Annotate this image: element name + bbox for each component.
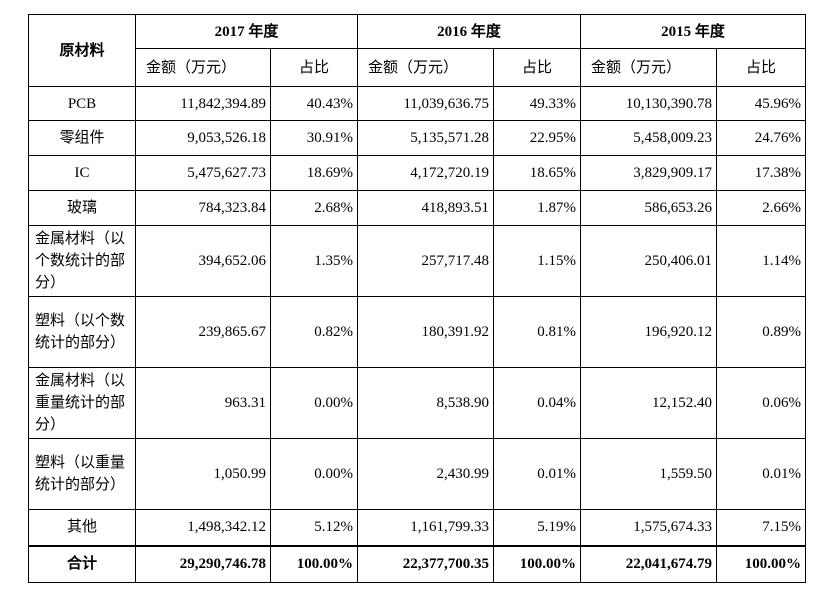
cell-value: 1.35% — [269, 225, 359, 297]
cell-value: 0.01% — [716, 438, 807, 510]
cell-value: 5,135,571.28 — [357, 120, 495, 156]
cell-value: 17.38% — [716, 155, 807, 191]
table-row: 其他 1,498,342.12 5.12% 1,161,799.33 5.19% 1,57… — [28, 509, 807, 546]
row-label: 玻璃 — [28, 190, 136, 226]
table-row: 金属材料（以个数统计的部分） 394,652.06 1.35% 257,717.48 1… — [28, 225, 807, 297]
cell-value: 1,559.50 — [580, 438, 718, 510]
table-row: IC 5,475,627.73 18.69% 4,172,720.19 18.65% 3,… — [28, 155, 807, 191]
cell-value: 0.00% — [269, 438, 359, 510]
cell-value: 5.12% — [269, 509, 359, 546]
cell-value: 0.06% — [716, 367, 807, 439]
cell-value: 1,050.99 — [135, 438, 271, 510]
table-row: 金属材料（以重量统计的部分） 963.31 0.00% 8,538.90 0.04% 12… — [28, 367, 807, 439]
row-label: PCB — [28, 86, 136, 121]
table-row: 金额（万元） 占比 金额（万元） 占比 金额（万元） 占比 — [29, 48, 807, 87]
cell-value: 418,893.51 — [357, 190, 495, 226]
cell-value: 0.82% — [269, 296, 359, 368]
cell-value: 1,575,674.33 — [580, 509, 718, 546]
cell-value: 22.95% — [493, 120, 582, 156]
cell-value: 11,842,394.89 — [135, 86, 271, 121]
cell-value: 18.69% — [269, 155, 359, 191]
total-value: 100.00% — [269, 544, 359, 583]
cell-value: 1,161,799.33 — [357, 509, 495, 546]
cell-value: 0.04% — [493, 367, 582, 439]
cell-value: 196,920.12 — [580, 296, 718, 368]
cell-value: 1,498,342.12 — [135, 509, 271, 546]
cell-value: 1.14% — [716, 225, 807, 297]
cell-value: 10,130,390.78 — [580, 86, 718, 121]
table-row: 零组件 9,053,526.18 30.91% 5,135,571.28 22.95% 5… — [28, 120, 807, 156]
cell-value: 45.96% — [716, 86, 807, 121]
cell-value: 5,458,009.23 — [580, 120, 718, 156]
row-label: 金属材料（以重量统计的部分） — [28, 367, 136, 439]
cell-value: 4,172,720.19 — [357, 155, 495, 191]
cell-value: 0.81% — [493, 296, 582, 368]
row-label: 零组件 — [28, 120, 136, 156]
cell-value: 11,039,636.75 — [357, 86, 495, 121]
year-header: 2017 年度 — [134, 14, 359, 49]
column-header: 金额（万元） — [357, 48, 495, 87]
total-value: 29,290,746.78 — [135, 544, 271, 583]
cell-value: 30.91% — [269, 120, 359, 156]
year-header: 2015 年度 — [580, 14, 807, 49]
cell-value: 1.87% — [493, 190, 582, 226]
cell-value: 586,653.26 — [580, 190, 718, 226]
column-header: 占比 — [269, 48, 359, 87]
total-value: 22,041,674.79 — [580, 544, 718, 583]
cell-value: 0.89% — [716, 296, 807, 368]
table-row: 塑料（以个数统计的部分） 239,865.67 0.82% 180,391.92 0.8… — [28, 296, 807, 368]
year-header: 2016 年度 — [357, 14, 582, 49]
material-table: 原材料 2017 年度 2016 年度 2015 年度 金额（万元） 占比 金额（万元） 占比… — [28, 14, 807, 583]
cell-value: 9,053,526.18 — [135, 120, 271, 156]
cell-value: 49.33% — [493, 86, 582, 121]
cell-value: 784,323.84 — [135, 190, 271, 226]
cell-value: 8,538.90 — [357, 367, 495, 439]
row-label: 金属材料（以个数统计的部分） — [28, 225, 136, 297]
cell-value: 12,152.40 — [580, 367, 718, 439]
table-row: 塑料（以重量统计的部分） 1,050.99 0.00% 2,430.99 0.01% 1,… — [28, 438, 807, 510]
cell-value: 239,865.67 — [135, 296, 271, 368]
column-header: 金额（万元） — [135, 48, 271, 87]
cell-value: 0.01% — [493, 438, 582, 510]
cell-value: 0.00% — [269, 367, 359, 439]
table-row: 原材料 2017 年度 2016 年度 2015 年度 — [28, 14, 807, 87]
cell-value: 5.19% — [493, 509, 582, 546]
row-label: 塑料（以重量统计的部分） — [28, 438, 136, 510]
cell-value: 5,475,627.73 — [135, 155, 271, 191]
cell-value: 250,406.01 — [580, 225, 718, 297]
table-body: 原材料 2017 年度 2016 年度 2015 年度 金额（万元） 占比 金额（万元） 占比… — [28, 14, 807, 583]
cell-value: 2.66% — [716, 190, 807, 226]
row-label: 其他 — [28, 509, 136, 546]
row-label: 塑料（以个数统计的部分） — [28, 296, 136, 368]
corner-header: 原材料 — [28, 14, 136, 87]
table-row: 玻璃 784,323.84 2.68% 418,893.51 1.87% 586,653.… — [28, 190, 807, 226]
total-label: 合计 — [28, 544, 136, 583]
cell-value: 2.68% — [269, 190, 359, 226]
column-header: 占比 — [493, 48, 582, 87]
total-value: 100.00% — [493, 544, 582, 583]
cell-value: 18.65% — [493, 155, 582, 191]
cell-value: 24.76% — [716, 120, 807, 156]
cell-value: 2,430.99 — [357, 438, 495, 510]
table-row: PCB 11,842,394.89 40.43% 11,039,636.75 49.33… — [28, 86, 807, 121]
cell-value: 1.15% — [493, 225, 582, 297]
total-value: 22,377,700.35 — [357, 544, 495, 583]
cell-value: 394,652.06 — [135, 225, 271, 297]
total-value: 100.00% — [716, 544, 807, 583]
cell-value: 180,391.92 — [357, 296, 495, 368]
table-row: 合计 29,290,746.78 100.00% 22,377,700.35 100.0… — [28, 544, 807, 583]
cell-value: 7.15% — [716, 509, 807, 546]
cell-value: 40.43% — [269, 86, 359, 121]
column-header: 占比 — [716, 48, 807, 87]
cell-value: 3,829,909.17 — [580, 155, 718, 191]
cell-value: 963.31 — [135, 367, 271, 439]
column-header: 金额（万元） — [580, 48, 718, 87]
row-label: IC — [28, 155, 136, 191]
cell-value: 257,717.48 — [357, 225, 495, 297]
